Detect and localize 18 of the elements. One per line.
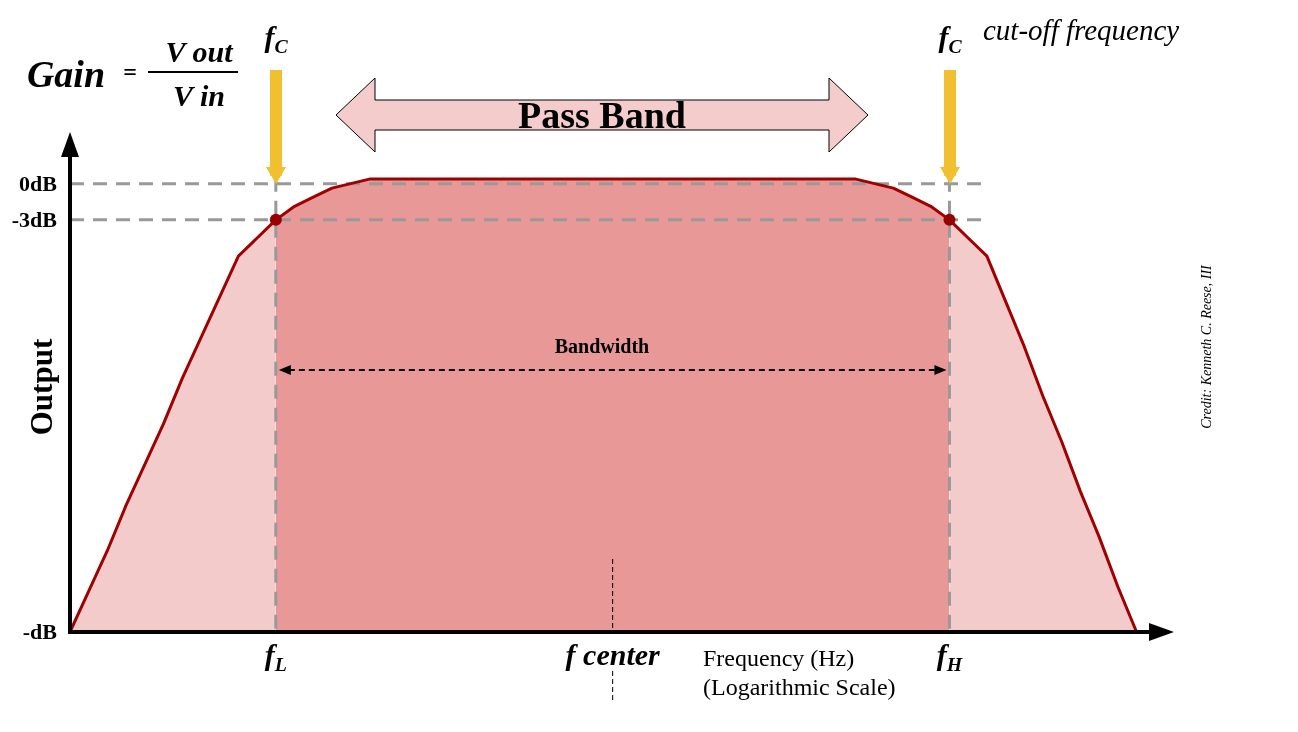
x-tick-label: f center bbox=[565, 637, 660, 673]
text: Credit: Kenneth C. Reese, III bbox=[1198, 265, 1215, 429]
text: cut-off frequency bbox=[983, 14, 1180, 48]
text: Pass Band bbox=[518, 94, 686, 138]
text: -dB bbox=[22, 619, 57, 645]
text: f$_{C}$ bbox=[938, 19, 962, 57]
text: = bbox=[123, 59, 137, 87]
x-tick-label: f$_{H}$ bbox=[936, 637, 963, 675]
x-tick-label: f$_{L}$ bbox=[264, 637, 287, 675]
annotation: Bandwidth bbox=[554, 334, 650, 358]
text: V out bbox=[165, 34, 233, 70]
text: Gain bbox=[26, 53, 106, 97]
text: f$_{C}$ bbox=[264, 19, 288, 57]
text: V in bbox=[173, 78, 225, 114]
y-axis-title: Output bbox=[24, 338, 60, 436]
x-axis-title: Frequency (Hz) (Logarithmic Scale) bbox=[703, 644, 896, 702]
ref-line-label: 0dB bbox=[19, 170, 57, 197]
ref-line-label: -3dB bbox=[11, 207, 57, 233]
